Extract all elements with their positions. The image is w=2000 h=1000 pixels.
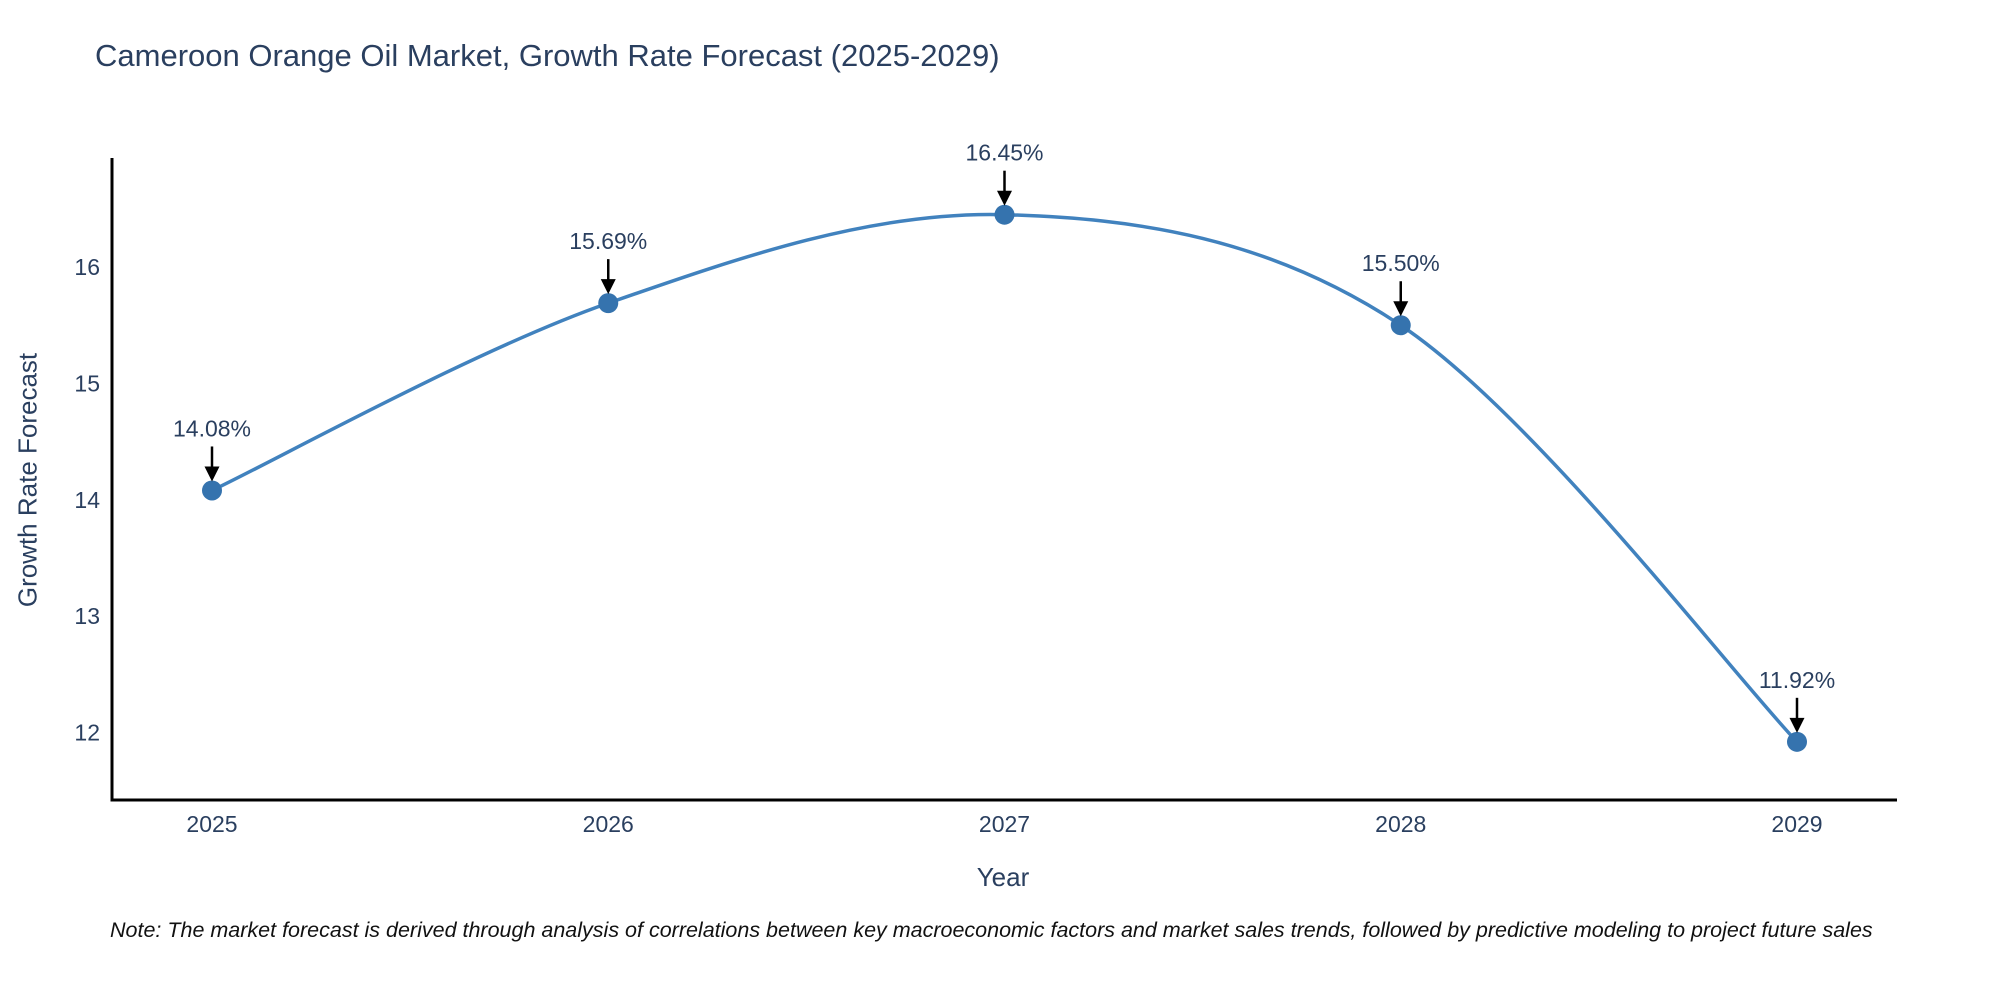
x-tick-label: 2029 — [1771, 811, 1822, 837]
data-point-marker — [202, 480, 222, 501]
x-tick-label: 2028 — [1375, 811, 1426, 837]
chart-title: Cameroon Orange Oil Market, Growth Rate … — [95, 38, 1000, 73]
data-point-marker — [598, 293, 619, 314]
y-tick-label: 14 — [74, 487, 100, 513]
forecast-line — [210, 212, 1799, 744]
y-axis-title: Growth Rate Forecast — [12, 352, 43, 608]
data-point-marker — [1787, 731, 1807, 752]
annotation-arrowhead — [600, 279, 616, 295]
data-point-label: 15.50% — [1362, 250, 1440, 276]
x-tick-label: 2026 — [583, 811, 634, 837]
data-point-label: 14.08% — [173, 415, 251, 441]
data-point-marker — [994, 204, 1015, 225]
annotation-arrowhead — [1393, 301, 1409, 317]
data-point-label: 16.45% — [965, 140, 1043, 166]
x-axis-title: Year — [976, 862, 1030, 892]
y-tick-label: 15 — [74, 370, 100, 396]
x-tick-label: 2025 — [186, 811, 237, 837]
y-tick-label: 16 — [74, 254, 100, 280]
footnote-text: Note: The market forecast is derived thr… — [110, 918, 1873, 942]
data-point-marker — [1390, 315, 1411, 336]
annotation-arrowhead — [1789, 717, 1805, 733]
y-tick-label: 13 — [74, 603, 100, 629]
annotation-arrowhead — [204, 466, 220, 482]
data-point-label: 11.92% — [1759, 667, 1835, 693]
x-tick-label: 2027 — [979, 811, 1030, 837]
annotation-arrowhead — [997, 190, 1012, 206]
data-point-label: 15.69% — [569, 228, 647, 254]
y-tick-label: 12 — [74, 720, 100, 746]
